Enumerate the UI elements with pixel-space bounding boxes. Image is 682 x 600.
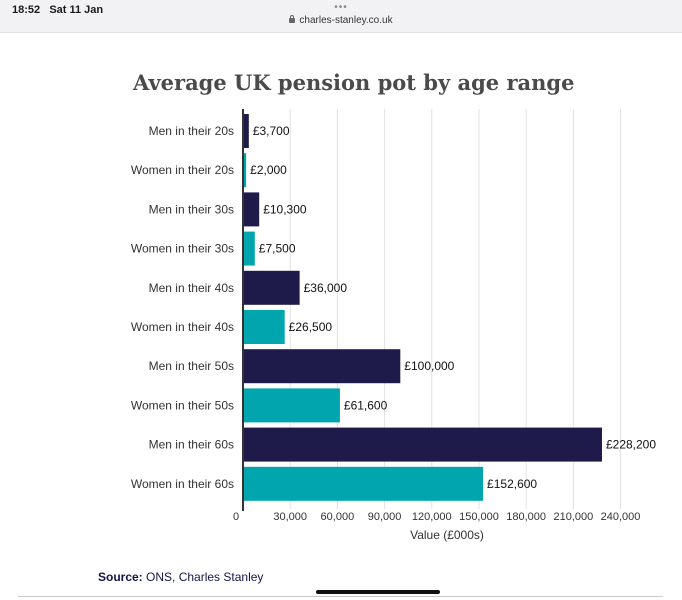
x-tick-label: 210,000 bbox=[553, 511, 593, 523]
x-tick-label: 90,000 bbox=[368, 511, 402, 523]
category-label: Women in their 40s bbox=[131, 320, 234, 334]
category-label: Women in their 60s bbox=[131, 477, 234, 491]
source-note: Source: ONS, Charles Stanley bbox=[98, 570, 263, 584]
bar bbox=[243, 114, 249, 148]
data-label: £152,600 bbox=[487, 477, 537, 491]
category-label: Men in their 50s bbox=[149, 359, 234, 373]
status-time: 18:52 Sat 11 Jan bbox=[12, 4, 104, 16]
bar bbox=[243, 231, 255, 266]
category-label: Men in their 40s bbox=[149, 281, 234, 295]
data-label: £3,700 bbox=[253, 124, 290, 138]
x-tick-label: 60,000 bbox=[321, 511, 355, 523]
data-label: £10,300 bbox=[263, 202, 307, 216]
category-label: Women in their 20s bbox=[131, 163, 234, 177]
data-label: £228,200 bbox=[606, 438, 656, 452]
divider bbox=[18, 596, 663, 597]
url-bar[interactable]: charles-stanley.co.uk bbox=[0, 15, 682, 26]
category-label: Men in their 20s bbox=[149, 124, 234, 138]
bar bbox=[243, 349, 401, 384]
bar bbox=[243, 388, 340, 423]
status-bar: 18:52 Sat 11 Jan ••• charles-stanley.co.… bbox=[0, 0, 682, 33]
x-tick-label: 30,000 bbox=[273, 511, 307, 523]
x-tick-label: 0 bbox=[233, 511, 239, 523]
x-axis-title: Value (£000s) bbox=[410, 528, 484, 542]
x-tick-label: 150,000 bbox=[459, 511, 499, 523]
data-label: £2,000 bbox=[250, 163, 287, 177]
lock-icon bbox=[289, 15, 296, 23]
data-label: £36,000 bbox=[304, 281, 348, 295]
bar bbox=[243, 427, 602, 462]
data-label: £7,500 bbox=[259, 242, 296, 256]
source-text: ONS, Charles Stanley bbox=[146, 570, 264, 584]
home-indicator[interactable] bbox=[316, 590, 440, 594]
data-label: £61,600 bbox=[344, 398, 388, 412]
url-text: charles-stanley.co.uk bbox=[299, 15, 393, 26]
source-label: Source: bbox=[98, 570, 143, 584]
x-tick-label: 120,000 bbox=[412, 511, 452, 523]
bar bbox=[243, 153, 247, 188]
category-label: Men in their 60s bbox=[149, 438, 234, 452]
category-label: Men in their 30s bbox=[149, 202, 234, 216]
category-label: Women in their 30s bbox=[131, 242, 234, 256]
x-tick-label: 180,000 bbox=[506, 511, 546, 523]
category-label: Women in their 50s bbox=[131, 398, 234, 412]
data-label: £100,000 bbox=[404, 359, 454, 373]
bar bbox=[243, 192, 260, 227]
bar bbox=[243, 310, 285, 344]
bar bbox=[243, 270, 300, 305]
x-tick-label: 240,000 bbox=[601, 511, 641, 523]
bar-chart: Men in their 20s £3,700 Women in their 20s… bbox=[131, 109, 656, 542]
bar bbox=[243, 466, 484, 501]
chart-title: Average UK pension pot by age range bbox=[133, 70, 575, 95]
data-label: £26,500 bbox=[289, 320, 333, 334]
more-dots-icon[interactable]: ••• bbox=[334, 2, 348, 13]
